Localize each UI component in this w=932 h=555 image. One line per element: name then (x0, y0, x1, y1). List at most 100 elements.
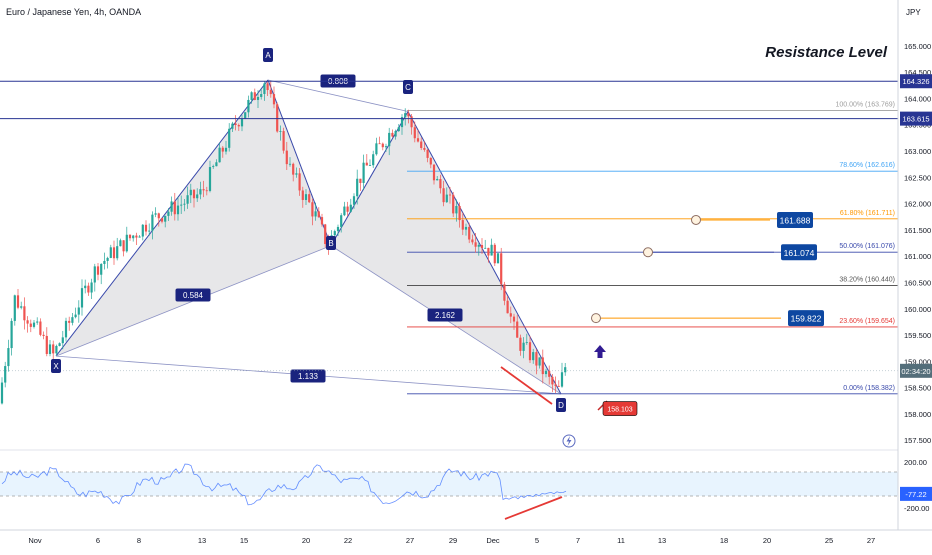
x-tick-label: 13 (658, 536, 666, 545)
candle-body (125, 234, 128, 252)
target-box (781, 244, 817, 261)
candle-body (218, 147, 221, 163)
candle-body (528, 342, 532, 361)
target-circle (643, 247, 653, 258)
candle-body (493, 244, 496, 264)
point-label: B (328, 239, 333, 248)
x-tick-label: 11 (617, 536, 625, 545)
x-tick-label: 22 (344, 536, 352, 545)
x-tick-label: Nov (28, 536, 42, 545)
candle-body (560, 372, 564, 387)
candle-body (324, 224, 327, 245)
target-box (788, 310, 824, 327)
x-tick-label: 20 (763, 536, 771, 545)
candle-body (503, 284, 506, 301)
target-circle (591, 313, 601, 324)
candle-body (212, 166, 215, 168)
candle-body (42, 334, 45, 336)
fib-level-label: 23.60% (159.654) (839, 318, 895, 325)
y-tick-label: 158.000 (904, 410, 931, 419)
candle-body (333, 231, 336, 236)
candle-body (13, 295, 16, 321)
price-badge-label: 163.615 (902, 115, 929, 124)
candle-body (407, 113, 410, 117)
candle-body (308, 194, 311, 203)
candle-body (352, 196, 356, 205)
ratio-label: 0.584 (183, 291, 204, 300)
candle-body (413, 127, 416, 139)
target-circle (691, 214, 701, 225)
candle-body (234, 123, 237, 126)
y-tick-label: 164.000 (904, 94, 931, 103)
candle-body (61, 337, 64, 344)
candle-body (455, 205, 458, 214)
point-label: X (53, 362, 59, 371)
candle-body (180, 204, 183, 206)
point-label: A (265, 51, 271, 60)
candle-body (519, 337, 522, 351)
entry-box (602, 401, 638, 416)
point-box (403, 80, 413, 94)
candle-body (378, 143, 381, 145)
point-box (326, 236, 336, 250)
candle-body (263, 83, 266, 95)
y-tick-label: 159.000 (904, 357, 931, 366)
y-tick-label: 164.500 (904, 68, 931, 77)
candle-body (266, 83, 269, 91)
candle-body (247, 99, 250, 113)
candle-body (26, 320, 29, 324)
candle-body (346, 206, 349, 212)
candle-body (285, 150, 288, 165)
oscillator-pane: 200.00 -200.00 -77.22 (0, 449, 932, 520)
candle-body (320, 217, 324, 225)
x-tick-label: 13 (198, 536, 206, 545)
ratio-label: 2.162 (435, 311, 456, 320)
target-box (777, 211, 813, 228)
candle-body (164, 215, 167, 222)
x-tick-label: 27 (406, 536, 414, 545)
price-badge (900, 74, 932, 89)
x-tick-label: 27 (867, 536, 875, 545)
flash-icon[interactable] (562, 434, 576, 448)
candle-body (52, 344, 55, 354)
candle-body (343, 206, 346, 216)
candle-body (442, 188, 445, 203)
candle-body (484, 247, 487, 249)
y-tick-label: 160.000 (904, 305, 931, 314)
candle-body (391, 132, 394, 137)
candle-body (170, 201, 173, 212)
candle-body (29, 323, 32, 327)
candle-body (256, 96, 260, 100)
candle-body (36, 321, 39, 323)
candle-body (304, 194, 308, 200)
candle-body (205, 190, 208, 192)
candle-body (372, 154, 375, 166)
price-badge (900, 111, 932, 126)
candle-body (237, 125, 240, 127)
candles (0, 81, 567, 405)
fib-level-label: 61.80% (161.711) (840, 210, 895, 217)
candle-body (74, 314, 77, 318)
point-label: D (558, 401, 564, 410)
x-tick-label: 6 (96, 536, 100, 545)
candle-body (468, 226, 471, 240)
candle-body (295, 173, 298, 175)
candle-body (151, 214, 154, 231)
candle-body (420, 141, 423, 148)
y-tick-label: 165.000 (904, 42, 931, 51)
candle-body (23, 306, 26, 321)
candle-body (500, 253, 503, 285)
candle-body (388, 132, 391, 147)
fib-level-label: 50.00% (161.076) (839, 243, 895, 250)
candle-body (384, 146, 388, 148)
oscillator-badge (900, 486, 932, 501)
candle-body (154, 213, 157, 215)
point-box (51, 359, 61, 373)
y-tick-label: 160.500 (904, 278, 931, 287)
x-tick-label: Dec (486, 536, 500, 545)
price-axis: 165.000164.500164.000163.500163.000162.5… (897, 0, 932, 530)
candle-body (525, 342, 528, 344)
candle-body (186, 195, 189, 204)
